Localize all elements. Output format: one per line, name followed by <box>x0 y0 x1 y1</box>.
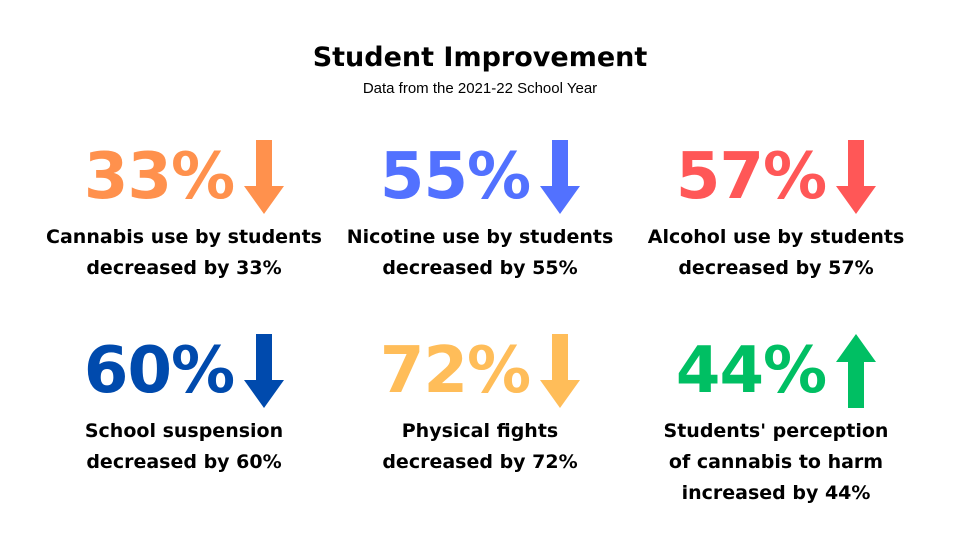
stat-head: 60% <box>34 332 334 410</box>
stat-caption: Cannabis use by students decreased by 33… <box>46 226 322 279</box>
arrow-down-icon <box>540 140 581 214</box>
stat-head: 57% <box>626 138 926 216</box>
stat-caption: School suspension decreased by 60% <box>84 420 284 473</box>
stat-card-fights: 72% Physical fights decreased by 72% <box>330 332 630 478</box>
stat-percent: 55% <box>379 140 531 214</box>
stat-card-nicotine: 55% Nicotine use by students decreased b… <box>330 138 630 284</box>
stat-card-alcohol: 57% Alcohol use by students decreased by… <box>626 138 926 284</box>
arrow-down-icon <box>540 334 581 408</box>
stat-card-suspension: 60% School suspension decreased by 60% <box>34 332 334 478</box>
arrow-down-icon <box>244 140 285 214</box>
stat-percent: 72% <box>379 334 531 408</box>
stat-caption: Physical fights decreased by 72% <box>382 420 578 473</box>
stat-head: 55% <box>330 138 630 216</box>
stat-head: 44% <box>626 332 926 410</box>
arrow-down-icon <box>244 334 285 408</box>
stat-percent: 33% <box>83 140 235 214</box>
stat-caption: Alcohol use by students decreased by 57% <box>647 226 905 279</box>
stat-card-perception: 44% Students' perception of cannabis to … <box>626 332 926 509</box>
page-title: Student Improvement <box>312 42 648 73</box>
stat-percent: 60% <box>83 334 235 408</box>
stat-percent: 57% <box>675 140 827 214</box>
stat-head: 33% <box>34 138 334 216</box>
stat-caption: Students' perception of cannabis to harm… <box>663 420 889 504</box>
arrow-up-icon <box>836 334 877 408</box>
page-subtitle: Data from the 2021-22 School Year <box>362 80 598 97</box>
arrow-down-icon <box>836 140 877 214</box>
stat-card-cannabis: 33% Cannabis use by students decreased b… <box>34 138 334 284</box>
stat-percent: 44% <box>675 334 827 408</box>
stat-caption: Nicotine use by students decreased by 55… <box>346 226 614 279</box>
stat-head: 72% <box>330 332 630 410</box>
